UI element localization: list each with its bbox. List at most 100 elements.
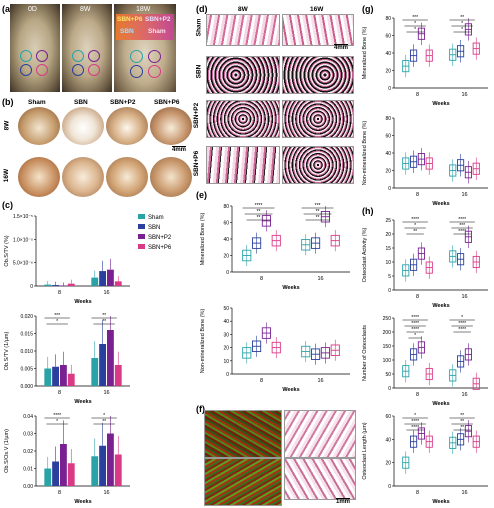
- y-tick-label: 20: [223, 254, 229, 260]
- chart-e2: 0 10 20 30 40 50 Non-mineralized Bone (%) Weeks…: [200, 306, 350, 393]
- y-tick-label: 40: [385, 151, 391, 157]
- significance-stars: ****: [411, 425, 419, 431]
- chart-h2: 0 50 100 150 200 250 Number of Osteoclasts Week…: [362, 315, 488, 407]
- y-tick-label: 0: [30, 284, 33, 290]
- bar: [114, 281, 122, 286]
- panel-label-b: (b): [2, 97, 14, 107]
- x-tick-label: 16: [461, 92, 467, 98]
- y-axis-label: Ob.S/Os.V (1/µm): [4, 429, 10, 473]
- significance-stars: *: [414, 413, 416, 419]
- significance-stars: *: [103, 413, 105, 419]
- significance-stars: *: [414, 21, 416, 27]
- bar: [52, 366, 59, 386]
- defect-circle: [36, 50, 48, 62]
- y-tick-label: 60: [385, 134, 391, 140]
- y-tick-label: 200: [383, 330, 392, 336]
- bar: [60, 444, 67, 486]
- significance-stars: **: [102, 319, 106, 325]
- x-tick-label: 8: [58, 390, 61, 396]
- b-col-label-sbn-p6: SBN+P6: [154, 99, 180, 106]
- y-tick-label: 0.04: [23, 414, 33, 420]
- skull-photo-18w: 18W SBN+P6 SBN+P2 SBN Sham: [114, 4, 176, 92]
- panel-label-f: (f): [196, 404, 205, 414]
- skull-photo-0d: 0D: [10, 4, 60, 92]
- significance-stars: **: [460, 425, 464, 431]
- x-tick-label: 8: [416, 490, 419, 496]
- d-row-label-sbn: SBN: [195, 64, 203, 79]
- y-tick-label: 0.015: [20, 332, 33, 338]
- legend-c-sbn-p6: SBN+P6: [138, 244, 198, 254]
- y-tick-label: 80: [223, 204, 229, 210]
- y-tick-label: 150: [383, 344, 392, 350]
- y-tick-label: 80: [385, 116, 391, 122]
- legend-box-a: [116, 14, 174, 40]
- d-scale-bar: 4mm: [334, 44, 349, 51]
- osteoclast-histology: [284, 410, 356, 458]
- bar: [99, 445, 106, 486]
- y-axis-label: Osteoclast Activity (%): [362, 227, 368, 282]
- b-row-label-8w: 8W: [3, 120, 11, 131]
- d-col-label-8w: 8W: [238, 6, 248, 13]
- significance-stars: ****: [411, 315, 419, 321]
- y-axis-label: Mineralized Bone (%): [200, 213, 206, 266]
- x-axis-label: Weeks: [432, 201, 449, 207]
- y-axis-label: Ob.S/TV (1/µm): [4, 332, 10, 371]
- x-tick-label: 16: [317, 276, 323, 282]
- fluorescence-image: [204, 458, 282, 506]
- y-tick-label: 30: [223, 332, 229, 338]
- panel-label-d: (d): [196, 4, 208, 14]
- y-tick-label: 20: [385, 69, 391, 75]
- histology-disc: [106, 107, 148, 145]
- histology-disc: [62, 107, 104, 145]
- significance-stars: ****: [458, 217, 466, 223]
- significance-stars: ****: [411, 327, 419, 333]
- y-tick-label: 0: [388, 186, 391, 192]
- b-scale-bar: 4mm: [172, 146, 187, 153]
- y-tick-label: 0.03: [23, 432, 33, 438]
- significance-stars: ***: [412, 15, 418, 21]
- defect-circle: [148, 50, 161, 63]
- histology-section: [282, 100, 354, 138]
- significance-stars: **: [460, 15, 464, 21]
- bar: [91, 277, 99, 286]
- legend-sbn-p2: SBN+P2: [145, 16, 171, 23]
- y-tick-label: 10: [223, 359, 229, 365]
- significance-stars: **: [316, 215, 320, 221]
- significance-stars: ****: [458, 321, 466, 327]
- x-tick-label: 16: [103, 390, 109, 396]
- x-tick-label: 16: [461, 294, 467, 300]
- y-tick-label: 0.010: [20, 349, 33, 355]
- significance-stars: **: [413, 229, 417, 235]
- y-tick-label: 0.005: [20, 367, 33, 373]
- significance-stars: *: [414, 27, 416, 33]
- significance-stars: *: [414, 333, 416, 339]
- significance-stars: ****: [411, 217, 419, 223]
- y-tick-label: 0.000: [20, 384, 33, 390]
- y-tick-label: 10: [385, 260, 391, 266]
- b-row-label-16w: 16W: [3, 168, 11, 183]
- y-axis-label: Non-mineralized Bone (%): [200, 309, 206, 374]
- histology-section: [282, 146, 354, 184]
- significance-stars: *: [414, 223, 416, 229]
- y-tick-label: 1.0×10⁻⁵: [13, 237, 33, 243]
- bar: [91, 358, 99, 386]
- x-tick-label: 16: [461, 490, 467, 496]
- y-tick-label: 100: [383, 358, 392, 364]
- significance-stars: **: [257, 215, 261, 221]
- x-tick-label: 16: [317, 378, 323, 384]
- bar: [44, 468, 52, 486]
- x-axis-label: Weeks: [282, 285, 299, 291]
- x-tick-label: 8: [416, 92, 419, 98]
- panel-label-h: (h): [362, 206, 374, 216]
- bar: [91, 456, 99, 486]
- y-axis-label: Number of Osteoclasts: [362, 325, 368, 381]
- y-tick-label: 40: [223, 237, 229, 243]
- bar: [99, 344, 106, 386]
- y-tick-label: 0: [388, 386, 391, 392]
- bar: [52, 461, 59, 486]
- significance-stars: **: [257, 209, 261, 215]
- histology-section: [282, 56, 354, 94]
- y-axis-label: Mineralized Bone (%): [362, 27, 368, 80]
- y-tick-label: 0: [226, 372, 229, 378]
- histology-disc: [18, 107, 60, 145]
